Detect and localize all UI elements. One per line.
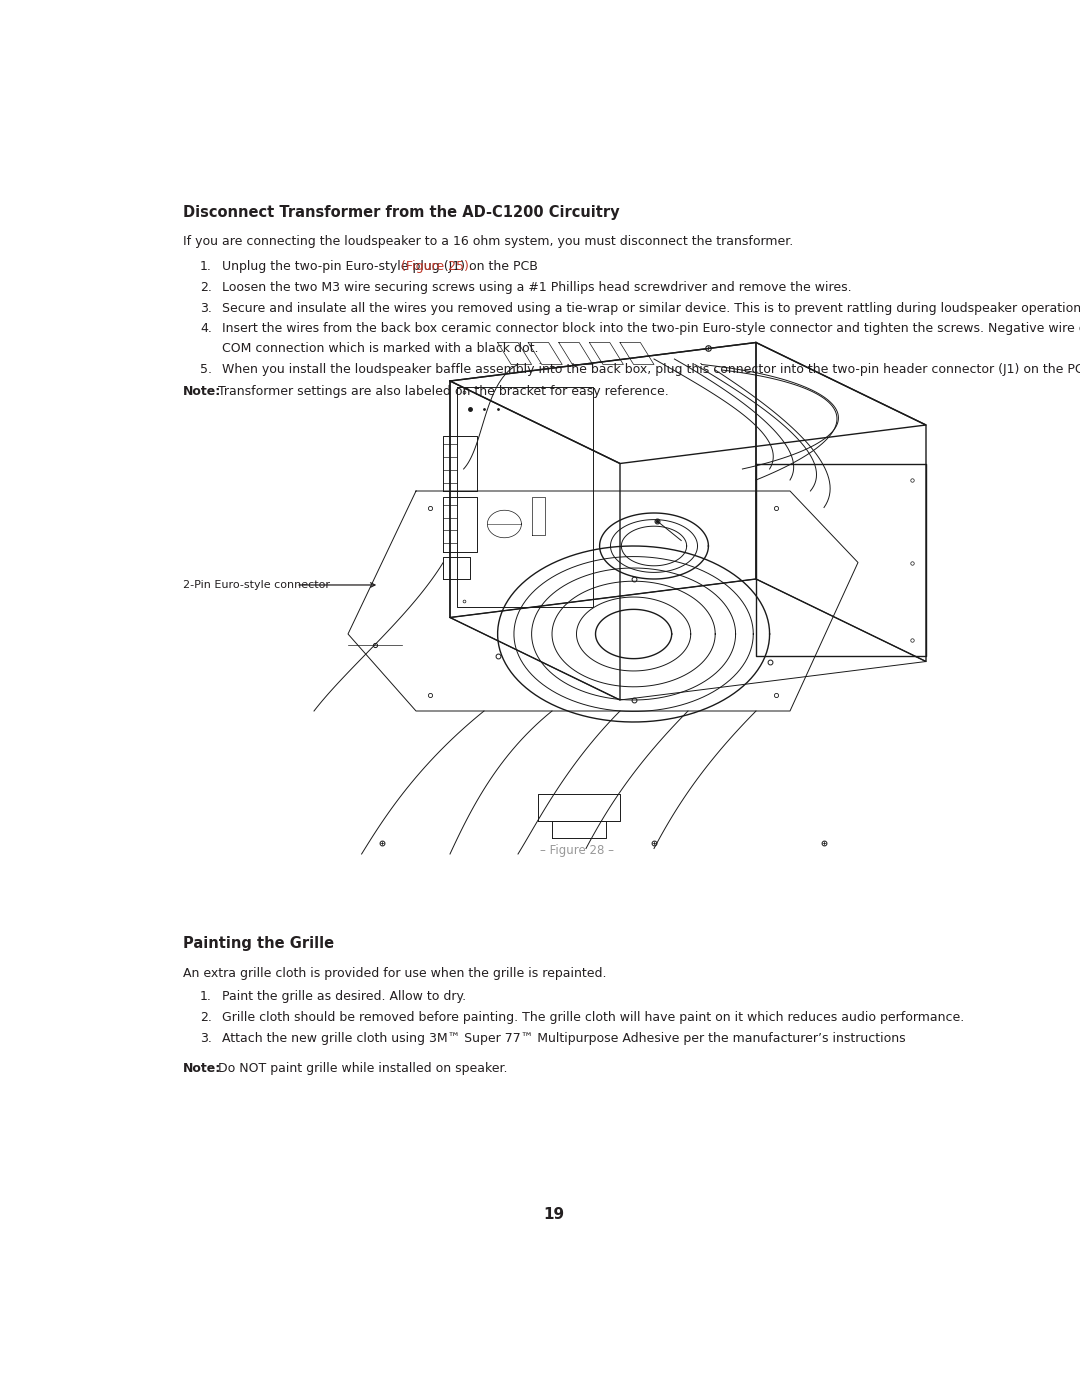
Text: (Figure 25).: (Figure 25).	[402, 260, 473, 272]
Text: If you are connecting the loudspeaker to a 16 ohm system, you must disconnect th: If you are connecting the loudspeaker to…	[183, 236, 794, 249]
Text: When you install the loudspeaker baffle assembly into the back box, plug this co: When you install the loudspeaker baffle …	[221, 363, 1080, 376]
Text: COM connection which is marked with a black dot.: COM connection which is marked with a bl…	[221, 342, 538, 355]
Text: Disconnect Transformer from the AD-C1200 Circuitry: Disconnect Transformer from the AD-C1200…	[183, 204, 620, 219]
Text: Unplug the two-pin Euro-style plug (J1) on the PCB: Unplug the two-pin Euro-style plug (J1) …	[221, 260, 542, 272]
Text: An extra grille cloth is provided for use when the grille is repainted.: An extra grille cloth is provided for us…	[183, 967, 607, 979]
Text: 1.: 1.	[200, 990, 212, 1003]
Text: 5.: 5.	[200, 363, 212, 376]
Text: 3.: 3.	[200, 302, 212, 314]
Text: Loosen the two M3 wire securing screws using a #1 Phillips head screwdriver and : Loosen the two M3 wire securing screws u…	[221, 281, 851, 293]
Text: 3.: 3.	[200, 1031, 212, 1045]
Text: Note:: Note:	[183, 1062, 221, 1076]
Text: Secure and insulate all the wires you removed using a tie-wrap or similar device: Secure and insulate all the wires you re…	[221, 302, 1080, 314]
Text: – Figure 28 –: – Figure 28 –	[540, 844, 613, 856]
Text: 2-Pin Euro-style connector: 2-Pin Euro-style connector	[183, 580, 330, 590]
Text: Attach the new grille cloth using 3M™ Super 77™ Multipurpose Adhesive per the ma: Attach the new grille cloth using 3M™ Su…	[221, 1031, 905, 1045]
Text: 2.: 2.	[200, 281, 212, 293]
Text: 2.: 2.	[200, 1011, 212, 1024]
Text: Note:: Note:	[183, 384, 221, 398]
Text: Painting the Grille: Painting the Grille	[183, 936, 334, 951]
Text: Grille cloth should be removed before painting. The grille cloth will have paint: Grille cloth should be removed before pa…	[221, 1011, 964, 1024]
Text: Insert the wires from the back box ceramic connector block into the two-pin Euro: Insert the wires from the back box ceram…	[221, 323, 1080, 335]
Text: 19: 19	[543, 1207, 564, 1222]
Text: Do NOT paint grille while installed on speaker.: Do NOT paint grille while installed on s…	[214, 1062, 508, 1076]
Text: 4.: 4.	[200, 323, 212, 335]
Text: Paint the grille as desired. Allow to dry.: Paint the grille as desired. Allow to dr…	[221, 990, 465, 1003]
Text: 1.: 1.	[200, 260, 212, 272]
Text: Transformer settings are also labeled on the bracket for easy reference.: Transformer settings are also labeled on…	[214, 384, 669, 398]
